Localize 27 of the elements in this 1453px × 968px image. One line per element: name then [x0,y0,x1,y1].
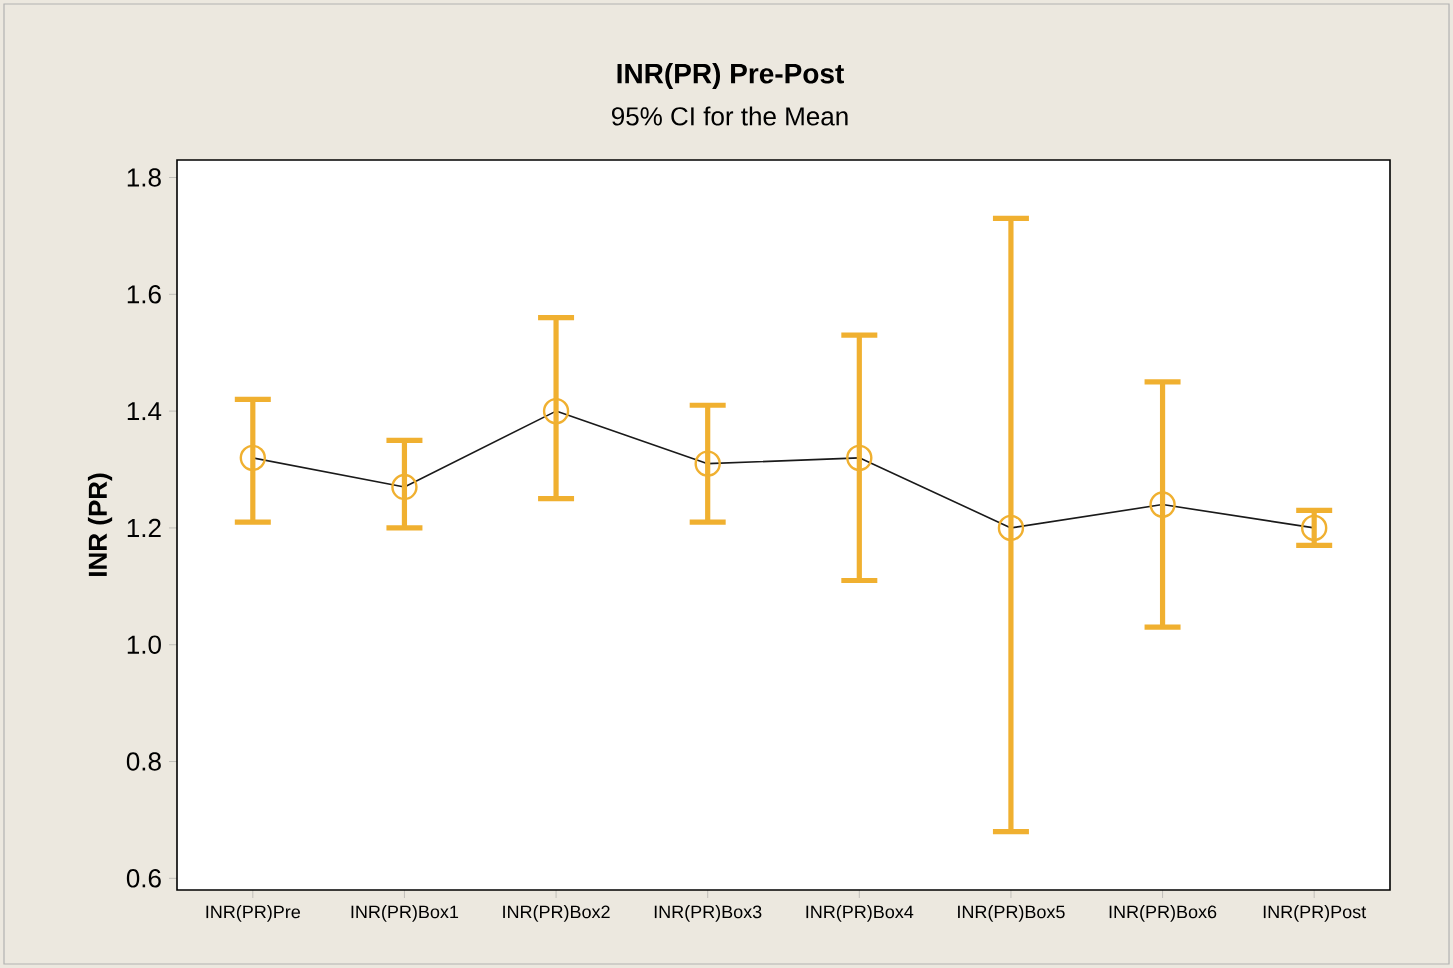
line-series [252,410,1315,529]
point [391,473,418,501]
x-tick-label: INR(PR)Box4 [806,905,914,922]
y-tick-label: 1.6 [127,285,161,304]
y-tick-label: 0.8 [126,752,161,771]
point [997,514,1025,542]
x-tick-label: INR(PR)Box6 [1109,905,1217,922]
x-tick-label: INR(PR)Box2 [503,905,610,922]
x-tick-label: INR(PR)Post [1263,905,1367,922]
point [239,444,267,472]
point [846,444,873,472]
chart-subtitle: 95% CI for the Mean [612,106,848,126]
y-tick-label: 1.8 [127,168,161,187]
point [1149,491,1176,518]
x-tick-label: INR(PR)Box3 [654,905,762,922]
point [1300,514,1328,542]
y-tick-label: 1.0 [127,635,161,654]
y-tick-label: 1.4 [127,402,162,421]
y-tick-label: 0.6 [126,869,161,888]
chart-title: INR(PR) Pre-Post [617,62,844,90]
point [694,450,721,477]
x-tick-label: INR(PR)Box5 [958,905,1065,922]
x-tick-label: INR(PR)Pre [206,905,301,922]
y-axis-title: INR (PR) [87,473,113,576]
x-tick-label: INR(PR)Box1 [351,905,459,922]
point [542,397,570,425]
y-tick-label: 1.2 [127,518,161,537]
